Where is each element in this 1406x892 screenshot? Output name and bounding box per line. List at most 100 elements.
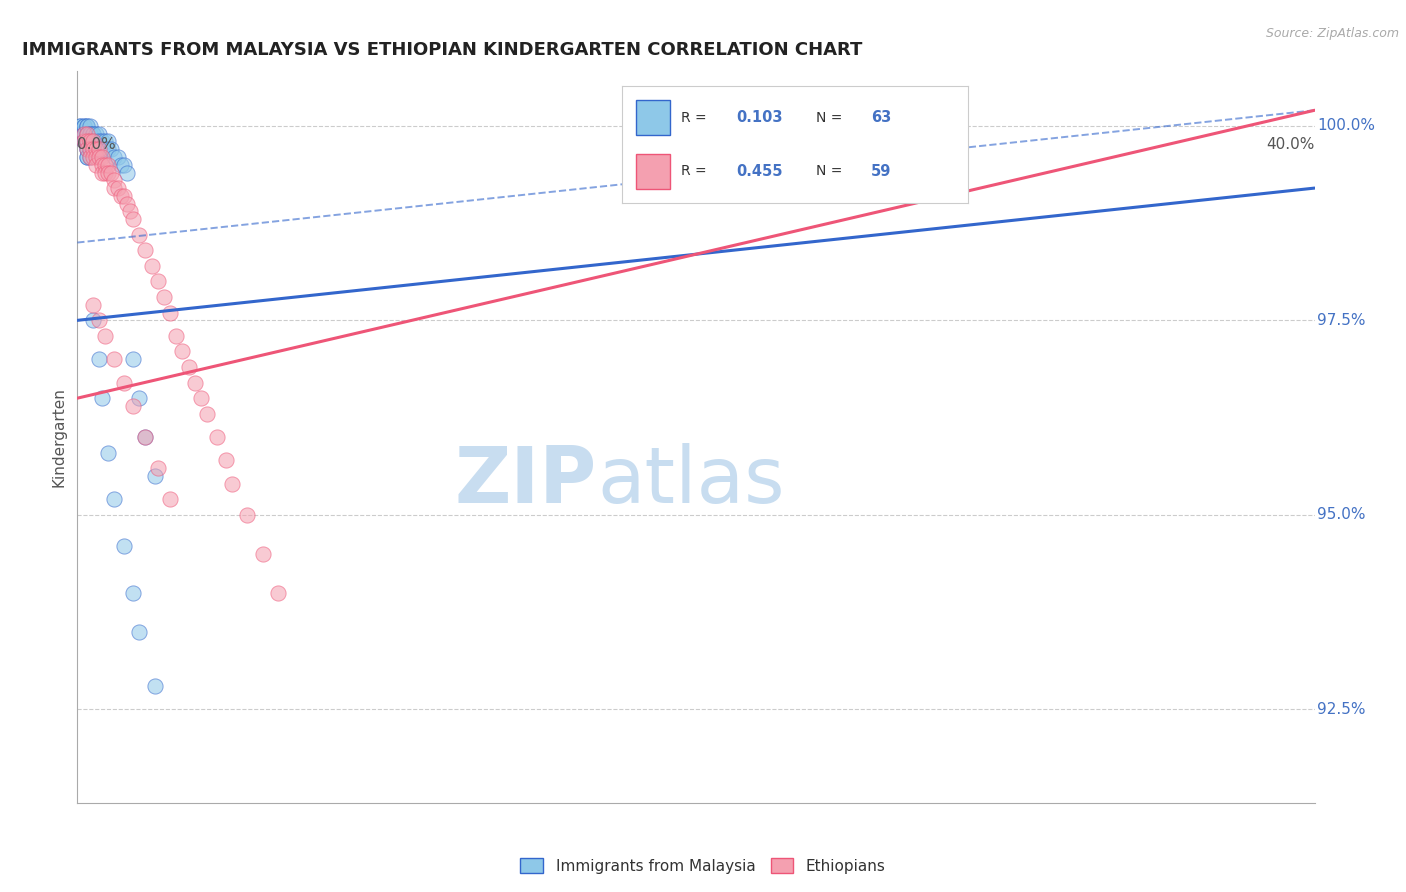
Point [72,119,94,133]
Point [82,298,104,312]
Text: 97.5%: 97.5% [1317,313,1365,328]
Point [76,119,98,133]
Point [221,476,243,491]
Point [91,135,114,149]
Point [76,135,98,149]
Point [122,585,145,599]
Point [87,142,110,156]
Point [110,189,132,203]
Point [94,329,117,343]
Y-axis label: Kindergarten: Kindergarten [51,387,66,487]
Point [76,119,98,133]
Point [94,158,117,172]
Point [82,135,104,149]
Point [79,135,101,149]
Point [97,135,120,149]
Point [76,142,98,156]
Point [87,150,110,164]
Point [84,135,107,149]
Point [72,135,94,149]
Point [79,150,101,164]
Text: 100.0%: 100.0% [1317,119,1375,133]
Point [159,305,181,319]
Point [72,127,94,141]
Point [79,150,101,164]
Point [79,135,101,149]
Point [215,453,238,467]
Point [79,119,101,133]
Point [87,135,110,149]
Point [84,142,107,156]
Point [100,165,122,179]
Point [128,227,150,242]
Text: 40.0%: 40.0% [1267,137,1315,153]
Point [79,127,101,141]
Point [134,244,156,258]
Point [94,135,117,149]
Point [107,181,129,195]
Point [110,158,132,172]
Point [69,127,91,141]
Point [69,127,91,141]
Point [128,391,150,405]
Point [76,127,98,141]
Point [128,624,150,639]
Point [76,135,98,149]
Point [115,165,138,179]
Point [91,165,114,179]
Point [146,275,169,289]
Point [236,508,259,522]
Point [91,391,114,405]
Point [177,359,200,374]
Point [76,150,98,164]
Point [82,313,104,327]
Point [72,127,94,141]
Point [82,142,104,156]
Point [100,142,122,156]
Point [76,127,98,141]
Point [190,391,212,405]
Point [112,376,135,390]
Point [79,127,101,141]
Point [76,142,98,156]
Point [91,150,114,164]
Point [76,127,98,141]
Text: atlas: atlas [598,443,785,519]
Point [84,158,107,172]
Point [84,150,107,164]
Point [146,461,169,475]
Point [69,119,91,133]
Point [79,142,101,156]
Point [103,181,125,195]
Point [103,150,125,164]
Point [103,173,125,187]
Point [252,547,274,561]
Point [72,135,94,149]
Point [107,150,129,164]
Point [72,135,94,149]
Point [112,158,135,172]
Point [134,430,156,444]
Point [267,585,290,599]
Text: Source: ZipAtlas.com: Source: ZipAtlas.com [1265,27,1399,40]
Point [112,539,135,553]
Point [82,135,104,149]
Point [76,135,98,149]
Point [165,329,187,343]
Point [143,679,166,693]
Point [91,158,114,172]
Point [82,127,104,141]
Point [87,127,110,141]
Point [205,430,228,444]
Point [72,127,94,141]
Point [103,352,125,367]
Point [91,142,114,156]
Point [103,492,125,507]
Point [76,142,98,156]
Point [94,142,117,156]
Point [97,445,120,459]
Point [87,313,110,327]
Text: 92.5%: 92.5% [1317,702,1365,717]
Point [72,119,94,133]
Point [195,407,218,421]
